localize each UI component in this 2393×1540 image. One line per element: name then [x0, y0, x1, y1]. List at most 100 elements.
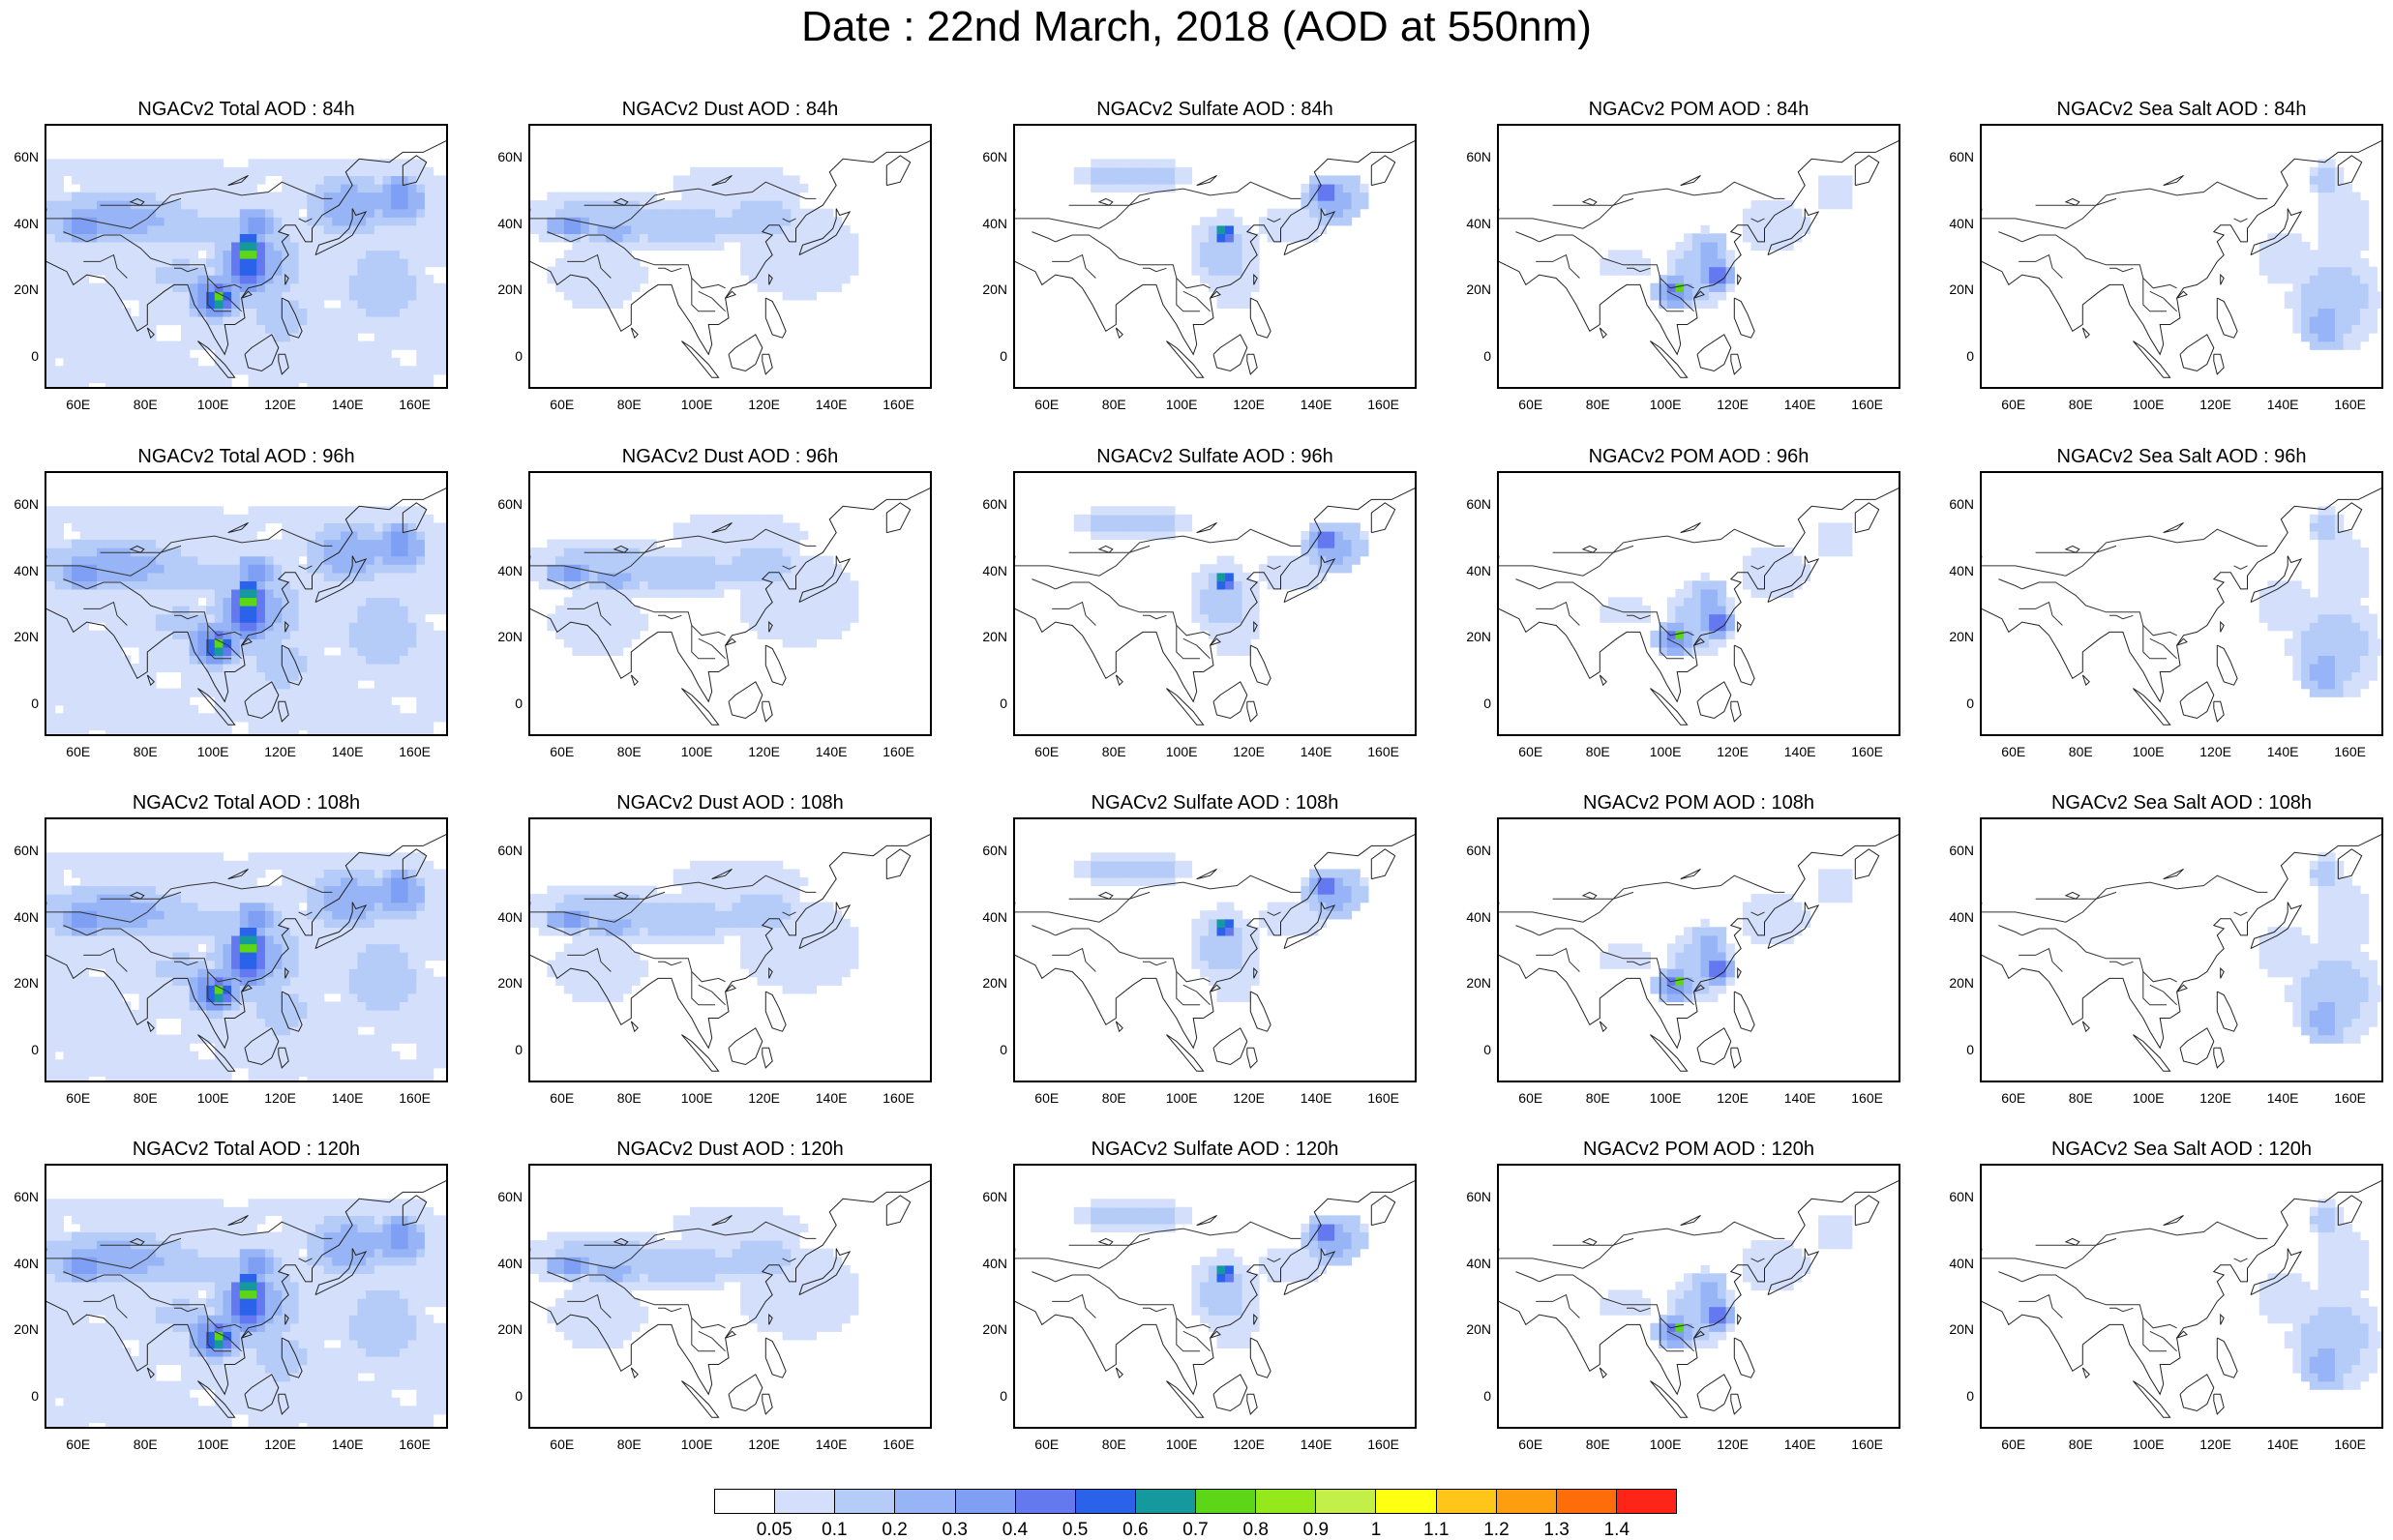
aod-cell — [391, 341, 401, 350]
aod-cell — [1241, 258, 1251, 268]
country-border — [2149, 637, 2177, 660]
aod-cell — [181, 704, 191, 714]
aod-cell — [113, 548, 123, 557]
aod-cell — [673, 588, 682, 599]
aod-cell — [1098, 530, 1109, 541]
y-tick-label: 20N — [1466, 629, 1491, 645]
aod-cell — [563, 613, 574, 623]
aod-cell — [282, 530, 291, 541]
aod-cell — [54, 622, 64, 632]
aod-cell — [113, 308, 123, 317]
aod-cell — [1166, 506, 1176, 516]
aod-cell — [782, 208, 792, 218]
aod-cell — [416, 266, 426, 276]
aod-cell — [416, 217, 426, 226]
aod-cell — [563, 192, 574, 201]
aod-cell — [391, 324, 401, 334]
aod-cell — [88, 530, 98, 541]
aod-cell — [2292, 266, 2302, 276]
aod-cell — [1717, 266, 1727, 276]
aod-cell — [757, 200, 766, 210]
aod-cell — [433, 183, 442, 193]
aod-cell — [79, 522, 90, 532]
aod-cell — [138, 713, 148, 723]
aod-cell — [555, 630, 565, 639]
aod-cell — [97, 960, 106, 969]
aod-cell — [298, 588, 308, 599]
aod-cell — [1258, 564, 1269, 574]
aod-cell — [816, 250, 825, 259]
aod-cell — [46, 655, 56, 665]
aod-cell — [2309, 630, 2319, 639]
aod-cell — [138, 721, 148, 731]
aod-cell — [748, 522, 759, 532]
aod-cell — [72, 373, 81, 384]
aod-cell — [181, 282, 191, 292]
aod-cell — [1216, 638, 1226, 648]
aod-cell — [647, 233, 657, 243]
aod-cell — [723, 166, 733, 176]
aod-cell — [555, 266, 565, 276]
aod-cell — [88, 704, 98, 714]
aod-cell — [399, 175, 409, 185]
aod-cell — [130, 217, 140, 226]
aod-cell — [791, 175, 800, 185]
aod-cell — [206, 315, 216, 326]
aod-cell — [289, 613, 300, 623]
aod-cell — [239, 539, 250, 548]
aod-cell — [189, 597, 198, 607]
aod-cell — [606, 606, 615, 615]
aod-cell — [1233, 597, 1243, 607]
aod-cell — [773, 266, 784, 276]
aod-cell — [189, 373, 198, 384]
aod-cell — [214, 324, 224, 334]
aod-cell — [54, 960, 64, 969]
aod-cell — [631, 580, 641, 590]
aod-cell — [206, 630, 216, 639]
aod-cell — [298, 175, 308, 185]
aod-cell — [54, 366, 64, 375]
aod-cell — [72, 291, 81, 301]
aod-cell — [197, 266, 207, 276]
aod-cell — [147, 183, 157, 193]
aod-cell — [264, 638, 275, 648]
aod-cell — [256, 663, 266, 673]
aod-cell — [791, 291, 800, 301]
aod-cell — [189, 366, 198, 375]
aod-cell — [113, 580, 123, 590]
aod-cell — [348, 382, 359, 387]
aod-cell — [2309, 282, 2319, 292]
aod-cell — [572, 580, 582, 590]
aod-cell — [1793, 233, 1803, 243]
aod-cell — [2343, 588, 2352, 599]
aod-cell — [239, 548, 250, 557]
aod-cell — [155, 183, 165, 193]
aod-cell — [231, 366, 241, 375]
aod-cell — [1317, 200, 1328, 210]
aod-cell — [374, 373, 384, 384]
aod-cell — [1082, 166, 1092, 176]
aod-cell — [1233, 646, 1243, 656]
aod-cell — [97, 696, 106, 706]
aod-cell — [289, 200, 300, 210]
aod-cell — [424, 200, 434, 210]
aod-cell — [2351, 564, 2361, 574]
aod-cell — [256, 622, 266, 632]
aod-cell — [54, 373, 64, 384]
aod-cell — [248, 564, 257, 574]
aod-cell — [97, 1018, 106, 1027]
aod-cell — [197, 282, 207, 292]
aod-cell — [88, 902, 98, 911]
aod-cell — [181, 299, 191, 309]
aod-cell — [138, 572, 148, 581]
aod-cell — [391, 522, 401, 532]
aod-cell — [231, 580, 241, 590]
aod-cell — [214, 224, 224, 234]
aod-cell — [130, 250, 140, 259]
aod-cell — [155, 548, 165, 557]
aod-cell — [765, 200, 775, 210]
aod-cell — [1784, 564, 1794, 574]
aod-cell — [88, 250, 98, 259]
aod-cell — [231, 522, 241, 532]
aod-cell — [332, 175, 342, 185]
